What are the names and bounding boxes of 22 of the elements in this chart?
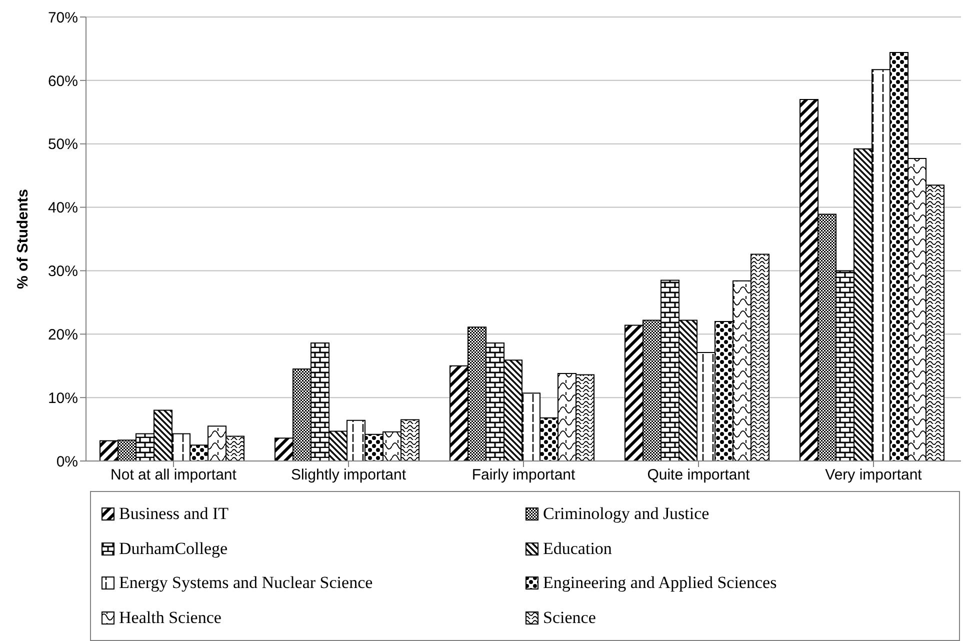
y-tick-label: 70%: [48, 9, 78, 26]
legend-label: Business and IT: [119, 504, 229, 524]
y-tick-label: 40%: [48, 200, 78, 217]
x-tick-label: Slightly important: [290, 466, 407, 484]
legend-label: DurhamCollege: [119, 538, 228, 559]
y-tick-label: 20%: [48, 326, 78, 344]
y-tick-label: 50%: [48, 136, 78, 154]
y-axis-title: % of Students: [14, 189, 32, 289]
legend-label: Engineering and Applied Sciences: [543, 573, 777, 594]
x-tick-label: Not at all important: [110, 466, 238, 484]
legend-label: Education: [543, 538, 612, 559]
legend-label: Criminology and Justice: [543, 504, 710, 524]
y-tick-label: 60%: [48, 72, 78, 90]
y-tick-label: 0%: [56, 453, 78, 470]
legend-label: Energy Systems and Nuclear Science: [119, 573, 373, 594]
x-tick-label: Very important: [825, 466, 923, 484]
y-tick-label: 10%: [48, 390, 78, 407]
y-tick-label: 30%: [48, 263, 78, 280]
x-tick-label: Fairly important: [472, 466, 576, 484]
legend-label: Health Science: [119, 608, 222, 628]
x-tick-label: Quite important: [647, 466, 751, 484]
legend-label: Science: [543, 608, 596, 628]
